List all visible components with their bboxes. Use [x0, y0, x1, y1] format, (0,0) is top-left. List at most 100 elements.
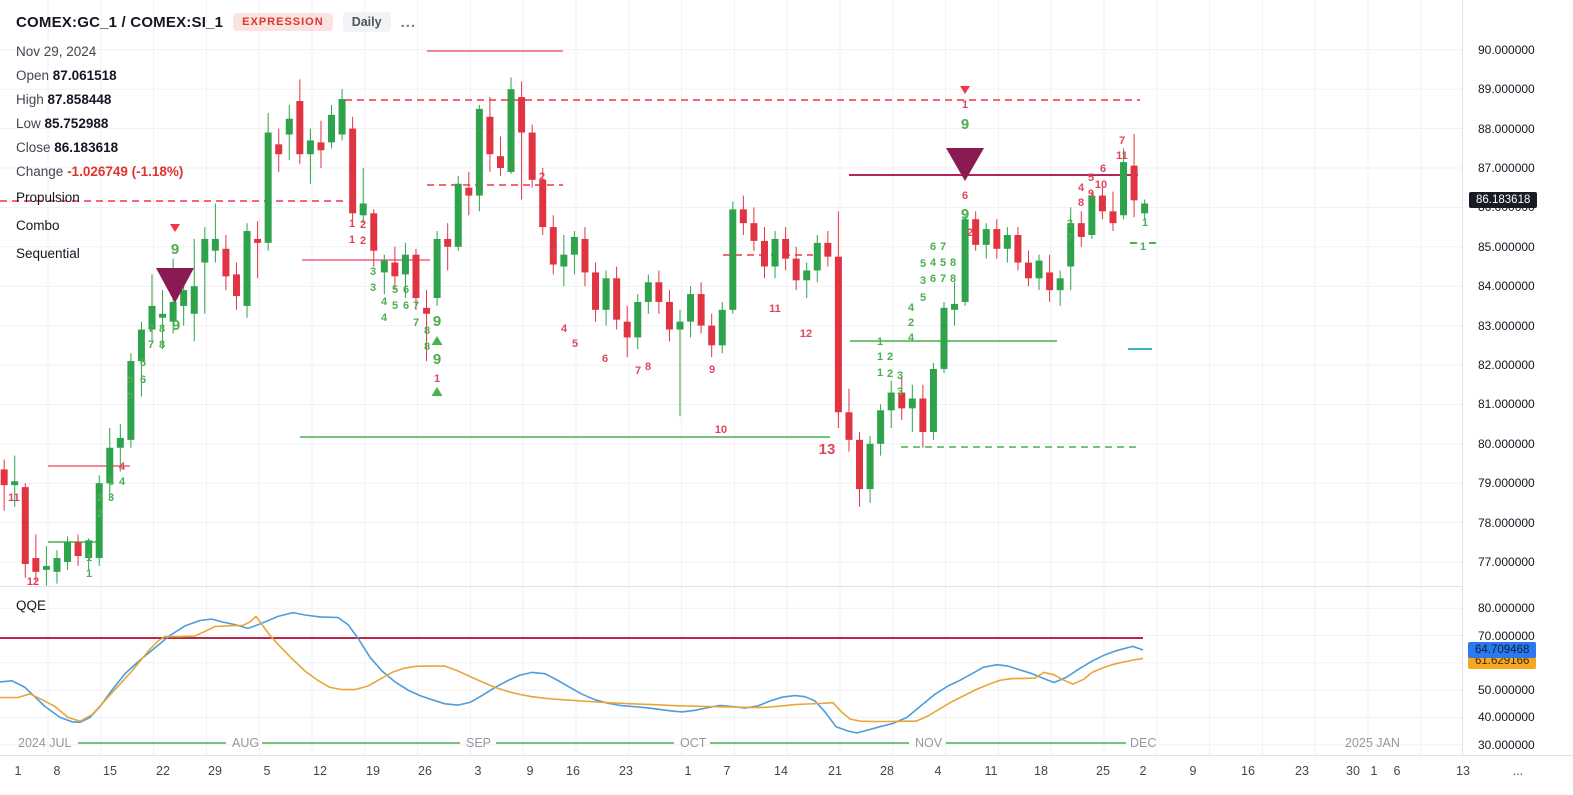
- candle-body[interactable]: [507, 89, 515, 172]
- candle-body[interactable]: [813, 242, 821, 271]
- candle-body[interactable]: [190, 286, 198, 314]
- candle-body[interactable]: [866, 443, 874, 490]
- candle-body[interactable]: [993, 229, 1001, 249]
- candle-body[interactable]: [887, 392, 895, 411]
- candle-body[interactable]: [475, 108, 483, 196]
- candle-body[interactable]: [1067, 223, 1075, 267]
- indicator-propulsion[interactable]: Propulsion: [16, 190, 80, 205]
- candle-body[interactable]: [592, 272, 600, 310]
- candle-body[interactable]: [845, 412, 853, 440]
- candle-body[interactable]: [1003, 234, 1011, 249]
- candle-body[interactable]: [929, 368, 937, 432]
- candle-body[interactable]: [306, 140, 314, 155]
- candle-body[interactable]: [570, 236, 578, 255]
- candle-body[interactable]: [412, 254, 420, 299]
- candle-body[interactable]: [264, 132, 272, 243]
- candle-body[interactable]: [760, 240, 768, 267]
- candle-body[interactable]: [613, 278, 621, 320]
- candle-body[interactable]: [21, 487, 29, 564]
- candle-body[interactable]: [729, 209, 737, 310]
- candle-body[interactable]: [687, 294, 695, 322]
- candle-body[interactable]: [697, 294, 705, 326]
- candle-body[interactable]: [1024, 262, 1032, 279]
- candle-body[interactable]: [655, 282, 663, 302]
- candle-body[interactable]: [116, 437, 124, 448]
- candle-body[interactable]: [275, 144, 283, 155]
- candle-body[interactable]: [676, 321, 684, 330]
- pane-divider[interactable]: [0, 586, 1462, 587]
- candle-body[interactable]: [95, 483, 103, 559]
- candle-body[interactable]: [349, 128, 357, 214]
- candle-body[interactable]: [444, 238, 452, 247]
- candle-body[interactable]: [898, 392, 906, 409]
- candle-body[interactable]: [1088, 195, 1096, 235]
- indicator-sequential[interactable]: Sequential: [16, 246, 80, 261]
- candle-body[interactable]: [1130, 165, 1138, 201]
- candle-body[interactable]: [1014, 234, 1022, 263]
- candle-body[interactable]: [232, 274, 240, 297]
- candle-body[interactable]: [370, 213, 378, 251]
- candle-body[interactable]: [623, 321, 631, 338]
- candle-body[interactable]: [528, 132, 536, 180]
- candle-body[interactable]: [42, 565, 50, 570]
- candle-body[interactable]: [972, 219, 980, 245]
- candle-body[interactable]: [222, 248, 230, 277]
- indicator-combo[interactable]: Combo: [16, 218, 60, 233]
- candle-body[interactable]: [951, 303, 959, 310]
- candle-body[interactable]: [380, 260, 388, 273]
- candle-body[interactable]: [64, 542, 72, 562]
- candle-body[interactable]: [169, 301, 177, 322]
- candle-body[interactable]: [708, 325, 716, 346]
- candle-body[interactable]: [401, 254, 409, 275]
- candle-body[interactable]: [127, 361, 135, 440]
- candle-body[interactable]: [919, 398, 927, 432]
- candle-body[interactable]: [634, 301, 642, 338]
- time-axis[interactable]: 1 8 15 22 29 5 12 19 26 3 9 16 23 1 7 14 21 28 4 11 18 25 2 9 16…: [0, 755, 1573, 795]
- candle-body[interactable]: [433, 238, 441, 299]
- candle-body[interactable]: [201, 238, 209, 263]
- candle-body[interactable]: [1077, 223, 1085, 237]
- candle-body[interactable]: [53, 558, 61, 572]
- candle-body[interactable]: [148, 305, 156, 330]
- candle-body[interactable]: [1046, 272, 1054, 291]
- candle-body[interactable]: [908, 398, 916, 409]
- candle-body[interactable]: [665, 301, 673, 330]
- candle-body[interactable]: [285, 118, 293, 135]
- candle-body[interactable]: [750, 223, 758, 241]
- candle-body[interactable]: [159, 313, 167, 318]
- candle-body[interactable]: [359, 203, 367, 216]
- candle-body[interactable]: [391, 262, 399, 277]
- candle-body[interactable]: [940, 307, 948, 369]
- candle-body[interactable]: [982, 229, 990, 245]
- candle-body[interactable]: [496, 156, 504, 168]
- candle-body[interactable]: [1141, 203, 1149, 214]
- candle-body[interactable]: [961, 219, 969, 302]
- indicator-qqe[interactable]: QQE: [16, 598, 47, 613]
- candle-body[interactable]: [792, 258, 800, 281]
- candle-body[interactable]: [74, 542, 82, 557]
- candle-body[interactable]: [581, 238, 589, 273]
- header-menu-icon[interactable]: ...: [400, 13, 417, 31]
- candle-body[interactable]: [106, 447, 114, 484]
- candle-body[interactable]: [782, 238, 790, 259]
- candle-body[interactable]: [328, 114, 336, 143]
- candle-body[interactable]: [1098, 195, 1106, 212]
- candle-body[interactable]: [296, 101, 304, 155]
- candle-body[interactable]: [560, 254, 568, 267]
- candle-body[interactable]: [254, 238, 262, 243]
- candle-body[interactable]: [877, 410, 885, 444]
- candle-body[interactable]: [1056, 278, 1064, 291]
- candle-body[interactable]: [11, 481, 19, 486]
- candle-body[interactable]: [1109, 211, 1117, 224]
- candle-body[interactable]: [243, 231, 251, 306]
- candle-body[interactable]: [718, 309, 726, 346]
- candle-body[interactable]: [834, 256, 842, 413]
- candle-body[interactable]: [486, 116, 494, 155]
- candle-body[interactable]: [180, 290, 188, 306]
- candle-body[interactable]: [771, 238, 779, 267]
- candle-body[interactable]: [602, 278, 610, 310]
- candle-body[interactable]: [1035, 260, 1043, 279]
- candle-body[interactable]: [338, 99, 346, 135]
- candle-body[interactable]: [1120, 162, 1128, 216]
